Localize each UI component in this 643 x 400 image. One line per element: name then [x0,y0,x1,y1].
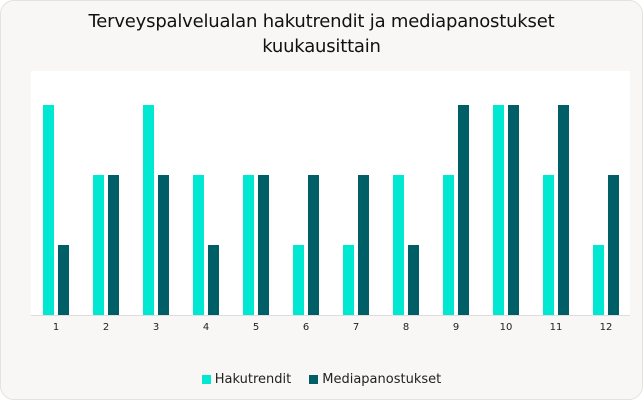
bar-hakutrendit-5 [243,175,254,315]
x-tick-label: 9 [452,322,460,333]
x-tick-label: 1 [52,322,60,333]
x-tick-label: 11 [549,322,563,333]
bar-hakutrendit-11 [543,175,554,315]
bar-hakutrendit-12 [593,245,604,315]
bar-mediapanostukset-2 [108,175,119,315]
bar-mediapanostukset-8 [408,245,419,315]
bar-hakutrendit-8 [393,175,404,315]
x-tick-label: 2 [102,322,110,333]
bar-hakutrendit-9 [443,175,454,315]
bar-hakutrendit-7 [343,245,354,315]
bar-mediapanostukset-3 [158,175,169,315]
bar-mediapanostukset-9 [458,105,469,315]
legend-item-hakutrendit[interactable]: Hakutrendit [201,372,292,387]
chart-title-line-1: Terveyspalvelualan hakutrendit ja mediap… [88,11,555,32]
bar-mediapanostukset-4 [208,245,219,315]
bar-mediapanostukset-10 [508,105,519,315]
x-tick-label: 8 [402,322,410,333]
legend-swatch-icon [201,375,211,384]
bar-mediapanostukset-5 [258,175,269,315]
x-tick-label: 7 [352,322,360,333]
x-tick-label: 3 [152,322,160,333]
x-tick-label: 6 [302,322,310,333]
legend-item-mediapanostukset[interactable]: Mediapanostukset [309,372,441,387]
bar-hakutrendit-3 [143,105,154,315]
legend: Hakutrendit Mediapanostukset [0,372,643,387]
bar-hakutrendit-6 [293,245,304,315]
x-axis-line [31,315,630,316]
bar-mediapanostukset-1 [58,245,69,315]
chart-title-line-2: kuukausittain [262,36,381,57]
x-tick-label: 5 [252,322,260,333]
bar-hakutrendit-10 [493,105,504,315]
plot-area [31,71,630,315]
x-tick-label: 12 [599,322,613,333]
bar-hakutrendit-4 [193,175,204,315]
x-tick-label: 4 [202,322,210,333]
chart-title: Terveyspalvelualan hakutrendit ja mediap… [0,9,643,59]
bar-mediapanostukset-12 [608,175,619,315]
x-tick-label: 10 [499,322,513,333]
bar-mediapanostukset-7 [358,175,369,315]
bar-hakutrendit-2 [93,175,104,315]
legend-label: Mediapanostukset [322,372,442,387]
bar-mediapanostukset-6 [308,175,319,315]
bar-hakutrendit-1 [43,105,54,315]
legend-label: Hakutrendit [214,372,292,387]
legend-swatch-icon [309,375,319,384]
bar-mediapanostukset-11 [558,105,569,315]
